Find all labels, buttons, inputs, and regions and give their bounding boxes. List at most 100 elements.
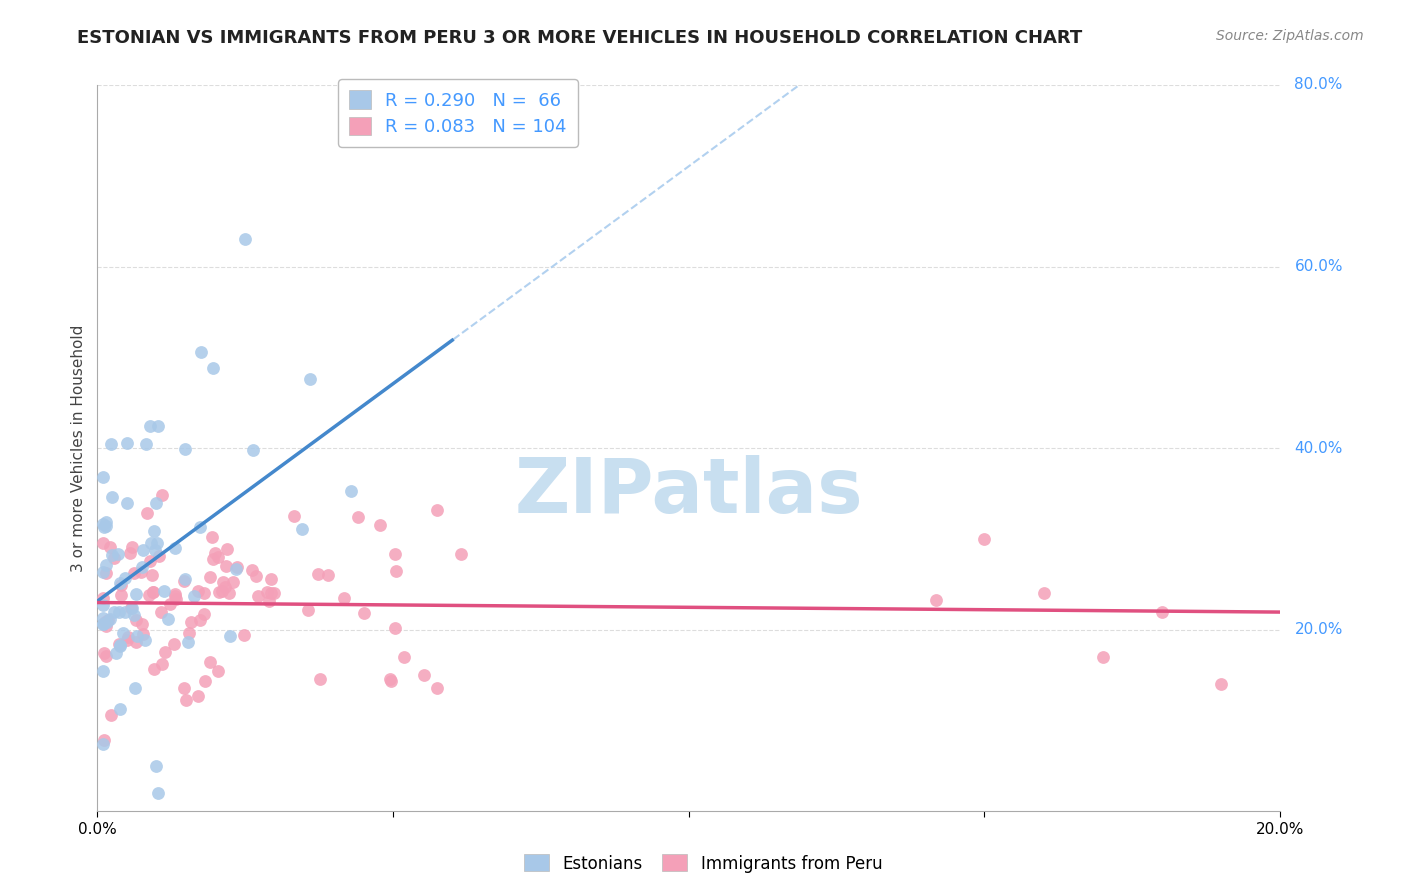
Point — [97, 613, 120, 627]
Point — [120, 601, 142, 615]
Point — [125, 587, 148, 601]
Point — [108, 576, 131, 591]
Point — [152, 584, 174, 599]
Point — [108, 639, 131, 653]
Point — [100, 436, 122, 450]
Point — [91, 664, 114, 678]
Point — [150, 488, 173, 502]
Point — [152, 657, 174, 672]
Point — [260, 572, 283, 586]
Point — [127, 629, 149, 643]
Point — [122, 566, 145, 580]
Point — [183, 589, 205, 603]
Point — [226, 560, 249, 574]
Point — [103, 550, 125, 565]
Point — [91, 617, 114, 632]
Point — [307, 567, 329, 582]
Point — [233, 232, 256, 246]
Point — [394, 649, 416, 664]
Point — [368, 517, 391, 532]
Point — [201, 529, 224, 543]
Point — [98, 540, 121, 554]
Point — [114, 571, 136, 585]
Point — [115, 436, 138, 450]
Point — [165, 591, 187, 606]
Point — [93, 732, 115, 747]
Point — [450, 547, 472, 561]
Point — [107, 547, 129, 561]
Point — [201, 552, 224, 566]
Point — [1091, 650, 1114, 665]
Point — [225, 562, 247, 576]
Point — [198, 655, 221, 669]
Point — [121, 601, 143, 615]
Point — [973, 532, 995, 546]
Point — [165, 589, 187, 603]
Point — [263, 586, 285, 600]
Point — [124, 681, 146, 695]
Point — [247, 589, 270, 603]
Point — [218, 629, 240, 643]
Point — [96, 615, 118, 629]
Point — [177, 625, 200, 640]
Point — [146, 786, 169, 800]
Point — [190, 613, 212, 627]
Point — [173, 442, 195, 457]
Text: 40.0%: 40.0% — [1295, 441, 1343, 456]
Point — [297, 603, 319, 617]
Point — [91, 591, 114, 605]
Point — [125, 634, 148, 648]
Point — [141, 568, 163, 582]
Point — [204, 546, 226, 560]
Point — [291, 522, 314, 536]
Text: Source: ZipAtlas.com: Source: ZipAtlas.com — [1216, 29, 1364, 43]
Point — [156, 612, 179, 626]
Point — [136, 506, 159, 520]
Point — [131, 566, 153, 580]
Point — [212, 575, 235, 590]
Text: 80.0%: 80.0% — [1295, 78, 1343, 93]
Point — [378, 672, 401, 686]
Point — [91, 617, 114, 632]
Point — [94, 619, 117, 633]
Legend: R = 0.290   N =  66, R = 0.083   N = 104: R = 0.290 N = 66, R = 0.083 N = 104 — [339, 79, 578, 147]
Point — [384, 547, 406, 561]
Point — [173, 572, 195, 586]
Point — [148, 549, 170, 563]
Point — [242, 443, 264, 458]
Point — [117, 630, 139, 644]
Point — [332, 591, 354, 606]
Point — [138, 588, 160, 602]
Point — [217, 542, 239, 557]
Point — [146, 419, 169, 434]
Point — [91, 598, 114, 612]
Point — [925, 593, 948, 607]
Point — [91, 737, 114, 751]
Point — [94, 615, 117, 629]
Point — [177, 634, 200, 648]
Point — [101, 490, 124, 504]
Point — [111, 626, 134, 640]
Point — [91, 565, 114, 579]
Point — [426, 502, 449, 516]
Point — [103, 605, 125, 619]
Point — [145, 759, 167, 773]
Point — [91, 536, 114, 550]
Point — [143, 542, 166, 557]
Point — [94, 515, 117, 529]
Point — [93, 646, 115, 660]
Point — [214, 580, 236, 594]
Point — [139, 535, 162, 549]
Point — [193, 586, 215, 600]
Point — [245, 569, 267, 583]
Point — [121, 540, 143, 554]
Point — [94, 518, 117, 533]
Point — [1150, 605, 1173, 619]
Point — [131, 542, 153, 557]
Point — [135, 437, 157, 451]
Point — [299, 372, 322, 386]
Point — [104, 647, 127, 661]
Point — [256, 585, 278, 599]
Point — [145, 496, 167, 510]
Point — [91, 516, 114, 531]
